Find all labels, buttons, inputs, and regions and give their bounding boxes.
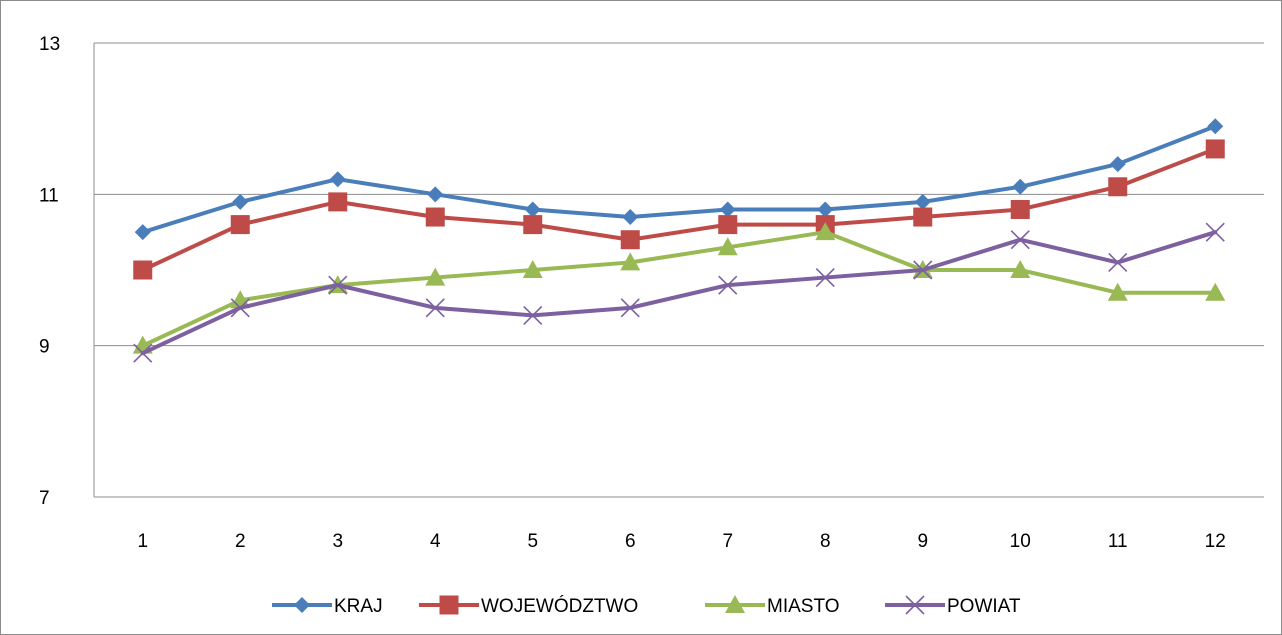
data-point <box>622 209 639 226</box>
data-point <box>1107 282 1128 301</box>
data-point <box>719 201 736 218</box>
data-point <box>427 186 444 203</box>
series-lines <box>132 118 1226 363</box>
y-tick-label: 13 <box>39 34 60 55</box>
series-kraj <box>134 118 1224 241</box>
x-tick-label: 11 <box>1108 531 1128 552</box>
y-tick-label: 9 <box>39 337 50 358</box>
legend-marker <box>905 595 925 615</box>
x-tick-label: 7 <box>722 531 733 552</box>
data-point <box>329 171 346 188</box>
data-point <box>230 215 250 235</box>
series-line <box>140 230 1218 356</box>
series-powiat <box>133 222 1225 363</box>
legend-marker <box>294 597 310 613</box>
data-point <box>134 224 151 241</box>
data-point <box>425 267 446 286</box>
data-point <box>1108 252 1128 272</box>
data-point <box>815 222 836 241</box>
data-point <box>1109 156 1126 173</box>
legend: KRAJ WOJEWÓDZTWO MIASTO POWIAT <box>272 595 1021 617</box>
data-point <box>1012 178 1029 195</box>
x-tick-label: 2 <box>235 531 246 552</box>
x-tick-label: 10 <box>1010 531 1031 552</box>
y-tick-label: 11 <box>39 185 59 206</box>
legend-item: WOJEWÓDZTWO <box>419 595 638 617</box>
data-point <box>817 201 834 218</box>
x-tick-label: 9 <box>917 531 928 552</box>
data-point <box>620 230 640 250</box>
data-point <box>522 260 543 278</box>
data-point <box>232 193 249 210</box>
legend-marker <box>439 595 459 615</box>
data-point <box>524 201 541 218</box>
legend-label: KRAJ <box>334 596 383 617</box>
data-point <box>717 237 738 256</box>
legend-item: KRAJ <box>272 596 383 617</box>
series-miasto <box>132 222 1226 354</box>
data-point <box>133 260 153 280</box>
data-point <box>913 260 933 280</box>
data-point <box>620 252 641 271</box>
data-point <box>425 207 445 227</box>
legend-label: WOJEWÓDZTWO <box>481 595 638 617</box>
legend-item: MIASTO <box>705 595 840 617</box>
data-point <box>1205 282 1226 301</box>
legend-item: POWIAT <box>885 595 1021 617</box>
data-point <box>1010 260 1031 278</box>
data-point <box>815 268 835 288</box>
series-line <box>140 124 1218 235</box>
x-tick-label: 6 <box>625 531 636 552</box>
x-tick-label: 8 <box>820 531 831 552</box>
legend-label: POWIAT <box>947 596 1021 617</box>
data-point <box>523 305 543 325</box>
gridlines <box>94 42 1264 347</box>
data-point <box>620 298 640 318</box>
series-line <box>140 146 1218 272</box>
y-tick-label: 7 <box>39 488 50 509</box>
data-point <box>1108 177 1128 197</box>
data-point <box>328 192 348 212</box>
data-point <box>425 298 445 318</box>
legend-label: MIASTO <box>767 596 840 617</box>
data-point <box>523 215 543 235</box>
x-tick-label: 3 <box>332 531 343 552</box>
x-tick-label: 1 <box>137 531 148 552</box>
data-point <box>718 275 738 295</box>
data-point <box>230 298 250 318</box>
data-point <box>1010 230 1030 250</box>
data-point <box>913 207 933 227</box>
data-point <box>1205 222 1225 242</box>
x-tick-label: 4 <box>430 531 441 552</box>
data-point <box>914 193 931 210</box>
series-wojew-dztwo <box>133 139 1225 280</box>
data-point <box>1207 118 1224 135</box>
x-tick-label: 12 <box>1205 531 1226 552</box>
data-point <box>1010 199 1030 219</box>
data-point <box>718 215 738 235</box>
data-point <box>1205 139 1225 159</box>
legend-marker <box>725 595 745 613</box>
data-point <box>133 343 153 363</box>
x-tick-label: 5 <box>527 531 538 552</box>
data-point <box>328 275 348 295</box>
